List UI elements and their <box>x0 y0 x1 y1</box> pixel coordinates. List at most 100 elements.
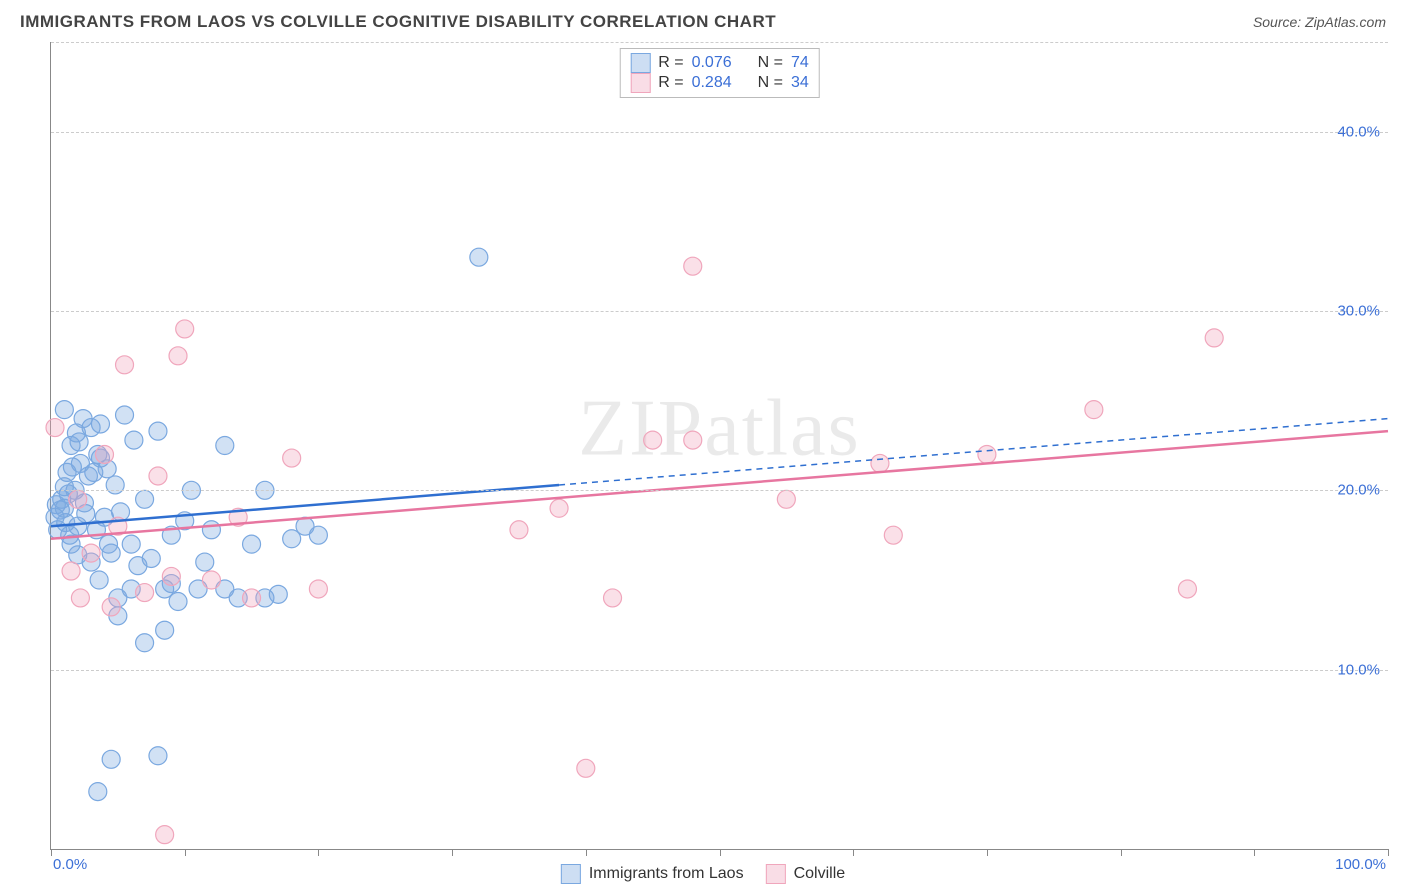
data-point <box>62 562 80 580</box>
n-label: N = <box>758 74 783 92</box>
data-point <box>243 589 261 607</box>
data-point <box>136 490 154 508</box>
regression-line-dashed <box>559 419 1388 485</box>
y-tick-label: 20.0% <box>1337 482 1380 499</box>
data-point <box>99 535 117 553</box>
footer-legend-item: Colville <box>766 864 846 884</box>
data-point <box>604 589 622 607</box>
source-attribution: Source: ZipAtlas.com <box>1253 14 1386 30</box>
data-point <box>196 553 214 571</box>
scatter-svg <box>51 42 1388 849</box>
data-point <box>162 567 180 585</box>
data-point <box>149 467 167 485</box>
data-point <box>136 634 154 652</box>
y-tick-label: 30.0% <box>1337 303 1380 320</box>
x-tick <box>586 849 587 856</box>
data-point <box>82 544 100 562</box>
x-tick <box>51 849 52 856</box>
data-point <box>216 437 234 455</box>
data-point <box>777 490 795 508</box>
x-tick <box>853 849 854 856</box>
data-point <box>142 549 160 567</box>
data-point <box>136 584 154 602</box>
data-point <box>1085 401 1103 419</box>
data-point <box>243 535 261 553</box>
gridline <box>51 132 1388 133</box>
swatch-icon <box>561 864 581 884</box>
gridline <box>51 490 1388 491</box>
source-name: ZipAtlas.com <box>1305 14 1386 30</box>
x-tick <box>185 849 186 856</box>
data-point <box>156 826 174 844</box>
swatch-icon <box>630 73 650 93</box>
data-point <box>283 449 301 467</box>
data-point <box>202 521 220 539</box>
footer-legend-label: Colville <box>794 865 846 883</box>
data-point <box>149 422 167 440</box>
data-point <box>176 320 194 338</box>
x-tick <box>987 849 988 856</box>
data-point <box>871 454 889 472</box>
data-point <box>91 415 109 433</box>
data-point <box>884 526 902 544</box>
data-point <box>102 750 120 768</box>
data-point <box>644 431 662 449</box>
data-point <box>55 401 73 419</box>
x-tick <box>452 849 453 856</box>
data-point <box>309 526 327 544</box>
chart-plot-area: ZIPatlas R = 0.076 N = 74 R = 0.284 N = … <box>50 42 1388 850</box>
x-tick-label: 0.0% <box>53 856 87 873</box>
gridline <box>51 42 1388 43</box>
data-point <box>70 433 88 451</box>
data-point <box>156 621 174 639</box>
x-tick <box>1388 849 1389 856</box>
regression-line <box>51 431 1388 539</box>
r-value-0: 0.076 <box>692 54 732 72</box>
data-point <box>149 747 167 765</box>
n-value-0: 74 <box>791 54 809 72</box>
n-label: N = <box>758 54 783 72</box>
n-value-1: 34 <box>791 74 809 92</box>
data-point <box>122 535 140 553</box>
x-tick <box>1254 849 1255 856</box>
data-point <box>90 571 108 589</box>
data-point <box>116 406 134 424</box>
stats-legend: R = 0.076 N = 74 R = 0.284 N = 34 <box>619 48 820 98</box>
swatch-icon <box>766 864 786 884</box>
swatch-icon <box>630 53 650 73</box>
data-point <box>125 431 143 449</box>
x-tick <box>318 849 319 856</box>
data-point <box>46 419 64 437</box>
data-point <box>89 783 107 801</box>
data-point <box>69 490 87 508</box>
data-point <box>102 598 120 616</box>
footer-legend-item: Immigrants from Laos <box>561 864 744 884</box>
chart-header: IMMIGRANTS FROM LAOS VS COLVILLE COGNITI… <box>0 0 1406 40</box>
data-point <box>684 431 702 449</box>
r-label: R = <box>658 74 683 92</box>
data-point <box>510 521 528 539</box>
gridline <box>51 311 1388 312</box>
data-point <box>95 445 113 463</box>
data-point <box>169 593 187 611</box>
data-point <box>978 445 996 463</box>
x-tick-label: 100.0% <box>1335 856 1386 873</box>
r-value-1: 0.284 <box>692 74 732 92</box>
data-point <box>169 347 187 365</box>
x-tick <box>720 849 721 856</box>
stats-legend-row: R = 0.076 N = 74 <box>630 53 809 73</box>
chart-title: IMMIGRANTS FROM LAOS VS COLVILLE COGNITI… <box>20 12 776 32</box>
footer-legend-label: Immigrants from Laos <box>589 865 744 883</box>
y-tick-label: 40.0% <box>1337 123 1380 140</box>
data-point <box>684 257 702 275</box>
y-tick-label: 10.0% <box>1337 661 1380 678</box>
data-point <box>1205 329 1223 347</box>
data-point <box>202 571 220 589</box>
source-prefix: Source: <box>1253 14 1305 30</box>
data-point <box>550 499 568 517</box>
data-point <box>116 356 134 374</box>
x-tick <box>1121 849 1122 856</box>
data-point <box>309 580 327 598</box>
data-point <box>1178 580 1196 598</box>
data-point <box>71 589 89 607</box>
